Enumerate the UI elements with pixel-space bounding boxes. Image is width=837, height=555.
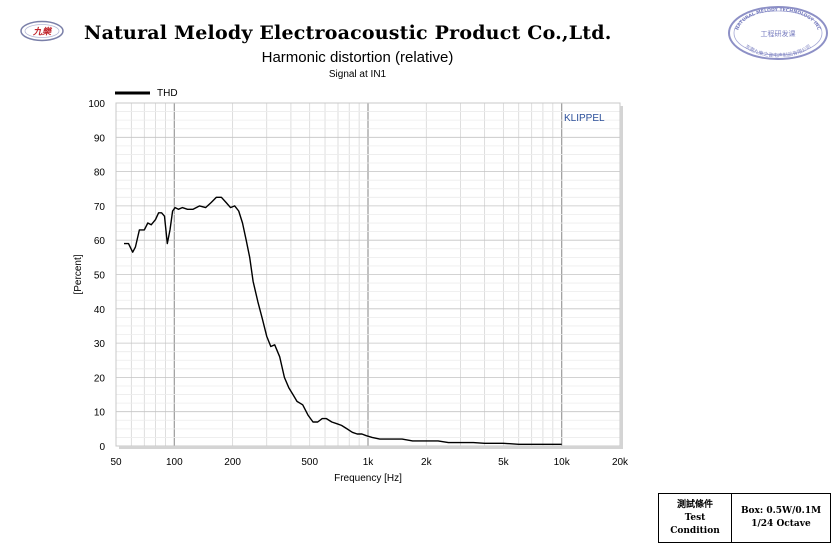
y-tick-label: 40 [94,305,106,316]
company-name: Natural Melody Electroacoustic Product C… [84,22,612,44]
y-axis-label: [Percent] [73,254,84,294]
condition-label-zh: 測試條件 [676,499,713,510]
condition-label-en-1: Test [684,512,706,523]
test-condition-label: 測試條件 Test Condition [658,493,732,543]
y-tick-label: 90 [94,133,106,144]
x-tick-label: 200 [224,457,241,468]
plot-shadow-bottom [119,446,623,449]
y-tick-label: 10 [94,408,106,419]
legend-label-thd: THD [157,88,178,99]
x-tick-label: 50 [110,457,122,468]
chart-title: Harmonic distortion (relative) [261,49,454,66]
engineering-seal: NATURAL MELODY TECHNOLOGY INC 工程研发课 东莞九樂… [726,4,830,67]
x-axis-label: Frequency [Hz] [334,473,402,484]
y-tick-label: 20 [94,373,106,384]
x-tick-label: 10k [554,457,571,468]
y-tick-label: 50 [94,271,106,282]
plot-shadow-right [620,106,623,449]
y-tick-label: 100 [88,99,105,110]
grid-layer [115,102,621,447]
x-tick-label: 20k [612,457,629,468]
legend: THD [115,88,178,99]
logo-text: 九樂 [32,27,53,38]
seal-inner-text: 工程研发课 [761,29,796,38]
condition-value-box: Box: 0.5W/0.1M [740,506,822,516]
y-tick-label: 30 [94,339,106,350]
x-tick-label: 100 [166,457,183,468]
x-tick-label: 1k [363,457,375,468]
company-logo: 九樂 [19,20,65,47]
x-tick-label: 500 [301,457,318,468]
y-tick-label: 70 [94,202,106,213]
condition-value-octave: 1/24 Octave [751,519,811,529]
tick-labels: 50 100 200 500 1k 2k 5k 10k 20k 0 10 20 30 40 50 60 70 80… [88,99,629,468]
test-condition-value: Box: 0.5W/0.1M 1/24 Octave [731,493,831,543]
series-layer [124,196,562,445]
series-line-thd [124,196,562,445]
test-condition-table: 測試條件 Test Condition Box: 0.5W/0.1M 1/24 … [658,493,831,543]
y-tick-label: 80 [94,168,106,179]
y-tick-label: 0 [99,442,105,453]
x-tick-label: 5k [498,457,510,468]
condition-label-en-2: Condition [670,525,720,536]
x-tick-label: 2k [421,457,433,468]
y-tick-label: 60 [94,236,106,247]
klippel-watermark: KLIPPEL [564,113,605,124]
chart-subtitle: Signal at IN1 [328,69,387,80]
